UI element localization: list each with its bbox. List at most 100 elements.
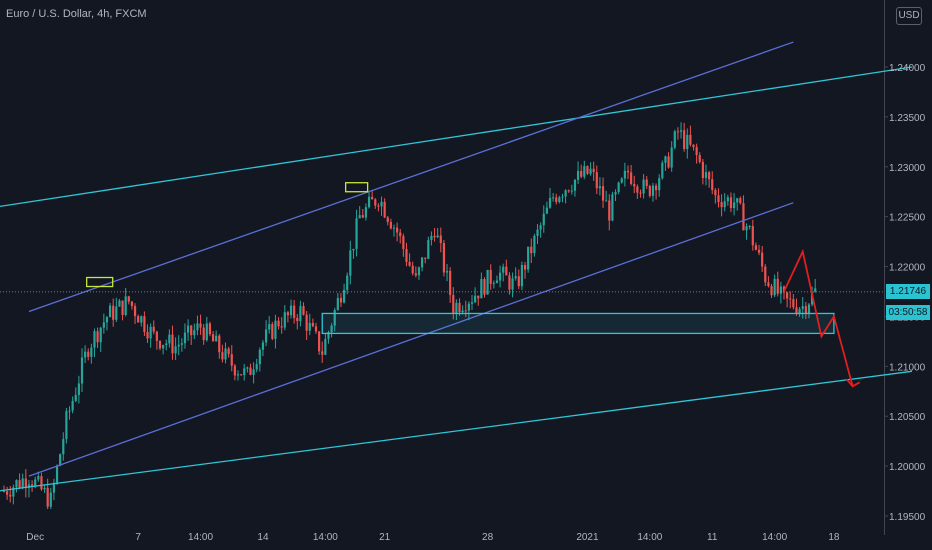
candle-body — [171, 334, 174, 354]
x-tick-label: 21 — [379, 532, 391, 543]
candle-body — [786, 292, 789, 299]
y-tick-label: 1.24000 — [889, 63, 926, 74]
candle-body — [152, 326, 155, 332]
x-tick-label: 11 — [707, 532, 718, 543]
candle-body — [205, 323, 208, 341]
y-tick-label: 1.20000 — [889, 462, 926, 473]
candle-body — [601, 186, 605, 201]
x-tick-label: 14:00 — [313, 532, 338, 543]
candle-body — [483, 279, 486, 295]
candle-body — [467, 303, 470, 311]
candle-body — [12, 487, 15, 497]
candle-body — [717, 195, 720, 203]
candle-body — [804, 306, 807, 314]
candle-body — [305, 314, 308, 331]
candle-body — [761, 252, 764, 267]
candle-body — [37, 476, 40, 480]
candle-body — [87, 351, 90, 357]
candle-body — [371, 196, 374, 200]
candle-body — [96, 331, 99, 343]
candle-body — [567, 190, 570, 192]
candle-body — [742, 203, 745, 231]
candle-body — [71, 400, 74, 411]
candle-body — [430, 235, 433, 241]
candle-body — [633, 183, 636, 187]
candle-body — [240, 374, 243, 376]
y-tick-label: 1.23500 — [889, 113, 926, 124]
x-tick-label: 28 — [482, 532, 494, 543]
candle-body — [143, 316, 146, 332]
candle-body — [555, 197, 558, 202]
candle-body — [502, 266, 505, 273]
candle-body — [667, 156, 670, 168]
candle-body — [480, 279, 483, 299]
candle-body — [199, 323, 202, 328]
candle-body — [732, 202, 736, 209]
candle-body — [411, 265, 414, 274]
candle-body — [77, 383, 80, 395]
candle-body — [68, 410, 71, 412]
highlight-box — [86, 276, 114, 288]
candle-body — [115, 306, 118, 320]
candle-body — [380, 201, 383, 207]
trend-line — [28, 202, 794, 477]
candle-body — [149, 326, 152, 339]
candle-body — [617, 182, 620, 193]
candle-body — [105, 317, 109, 323]
x-tick-label: 7 — [135, 532, 141, 543]
candle-body — [533, 235, 536, 254]
candle-body — [49, 492, 52, 507]
candle-body — [545, 207, 548, 214]
candle-body — [99, 327, 102, 343]
trend-line — [28, 41, 794, 313]
candle-body — [389, 221, 392, 229]
candle-body — [258, 349, 261, 365]
candle-body — [392, 227, 396, 229]
candle-body — [548, 197, 552, 208]
candle-body — [523, 265, 527, 270]
candle-body — [542, 213, 545, 226]
candle-body — [255, 364, 258, 370]
candle-body — [573, 179, 577, 191]
candle-body — [299, 306, 302, 322]
candle-body — [118, 300, 121, 307]
candle-body — [93, 331, 96, 348]
candle-body — [692, 144, 695, 148]
candle-body — [436, 235, 439, 238]
candle-body — [249, 367, 252, 375]
x-axis-ticks: Dec 7 14:00 14 14:00 21 28 2021 14:00 11 14:00 18 — [26, 532, 840, 543]
candle-body — [564, 190, 567, 197]
candle-body — [620, 178, 623, 183]
candle-body — [271, 324, 274, 339]
candle-body — [539, 225, 542, 230]
candle-body — [807, 304, 811, 314]
candle-body — [367, 196, 371, 208]
candle-body — [452, 295, 455, 314]
candle-body — [714, 189, 717, 196]
candle-body — [623, 170, 626, 179]
trend-line — [0, 370, 913, 492]
currency-badge[interactable]: USD — [896, 7, 922, 25]
candle-body — [439, 235, 442, 244]
candle-body — [183, 332, 187, 344]
price-axis-separator — [884, 0, 885, 535]
candle-body — [137, 316, 140, 323]
candle-body — [186, 325, 190, 333]
candle-body — [552, 197, 555, 199]
candle-body — [614, 192, 617, 195]
projection-arrow — [783, 248, 854, 387]
candle-body — [520, 265, 524, 287]
candle-body — [630, 172, 633, 184]
candle-body — [695, 147, 698, 156]
candle-body — [708, 172, 711, 180]
candle-body — [80, 357, 84, 384]
candle-body — [52, 482, 56, 493]
candle-body — [162, 344, 165, 349]
candle-body — [726, 197, 729, 202]
bar-countdown: 03:50:58 — [886, 304, 930, 320]
support-zone — [321, 312, 835, 335]
candle-body — [383, 201, 386, 218]
candle-body — [208, 323, 212, 335]
candle-body — [90, 347, 93, 357]
